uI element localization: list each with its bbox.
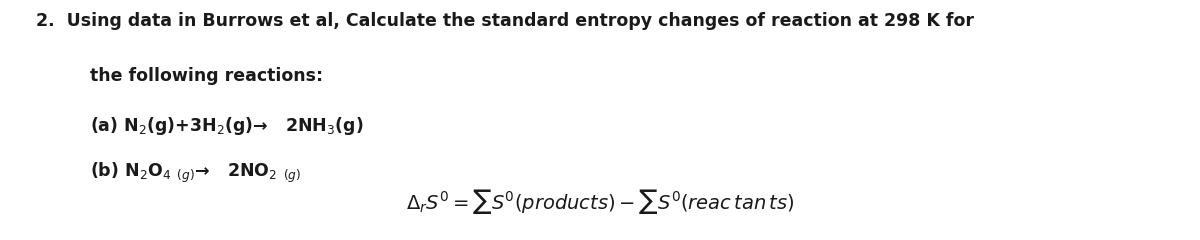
- Text: (b) N$_2$O$_4$ $_{(g)}$→   2NO$_2$ $_{(g)}$: (b) N$_2$O$_4$ $_{(g)}$→ 2NO$_2$ $_{(g)}…: [90, 161, 301, 185]
- Text: (a) N$_2$(g)+3H$_2$(g)→   2NH$_3$(g): (a) N$_2$(g)+3H$_2$(g)→ 2NH$_3$(g): [90, 115, 364, 137]
- Text: 2.  Using data in Burrows et al, Calculate the standard entropy changes of react: 2. Using data in Burrows et al, Calculat…: [36, 12, 974, 30]
- Text: $\Delta_r S^0 = \sum S^0(products) - \sum S^0(reac\,tan\,ts)$: $\Delta_r S^0 = \sum S^0(products) - \su…: [406, 187, 794, 216]
- Text: the following reactions:: the following reactions:: [90, 67, 323, 85]
